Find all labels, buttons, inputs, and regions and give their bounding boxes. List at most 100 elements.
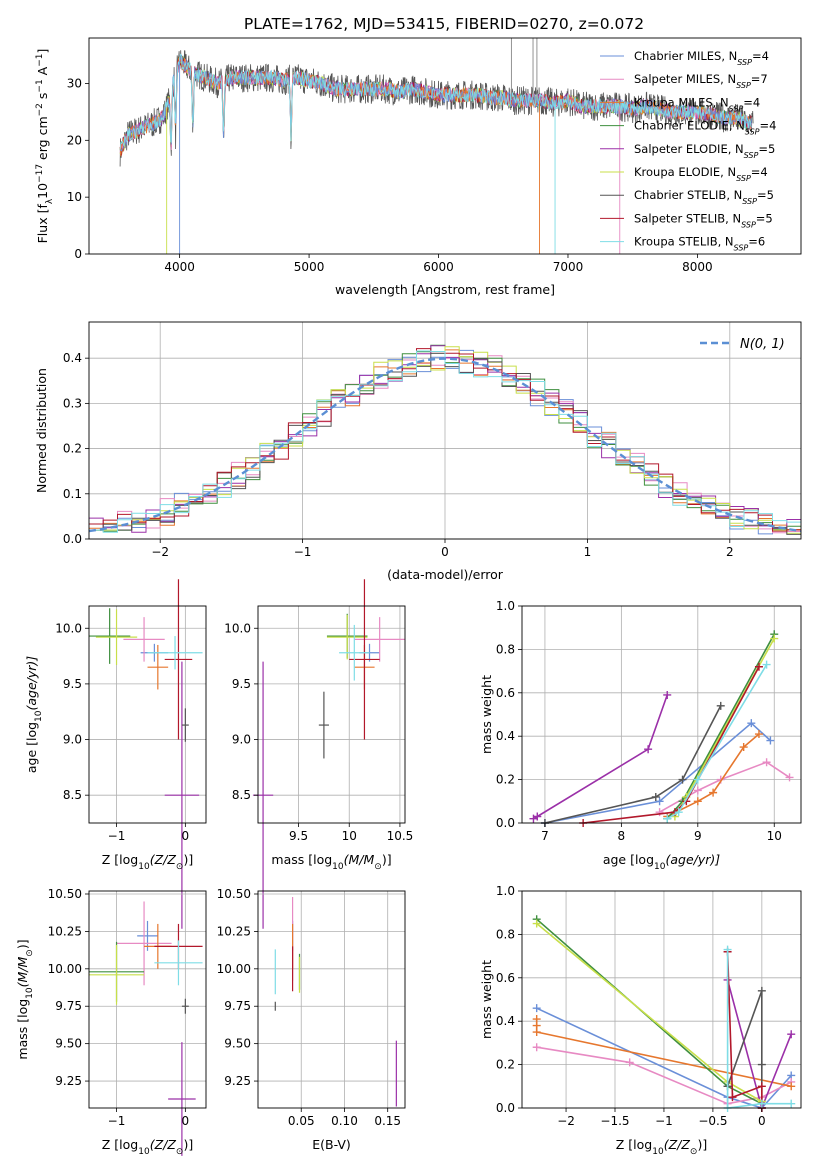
x-axis-label-part: ⊙ — [690, 1147, 698, 1157]
y-tick-label: 0.0 — [63, 532, 82, 546]
legend-label-count: =5 — [758, 142, 775, 156]
y-axis-label: mass [log10(M/M⊙)] — [15, 939, 35, 1059]
y-tick-label: 8.5 — [63, 788, 82, 802]
y-tick-label: 10.0 — [55, 621, 82, 635]
y-tick-label: 30 — [67, 76, 82, 90]
y-axis-label-part: mass [log — [15, 999, 30, 1060]
y-axis-label-part: −2 — [35, 103, 45, 116]
series-marker — [678, 775, 687, 784]
series-marker — [754, 662, 763, 671]
y-tick-label: 1.0 — [496, 599, 515, 613]
legend-label-name: Kroupa MILES, N — [634, 95, 729, 109]
y-axis-label-part: λ — [45, 198, 55, 204]
series-marker — [709, 788, 718, 797]
errorbar-point — [147, 644, 169, 690]
x-tick-label: 10 — [767, 829, 782, 843]
y-axis-label: mass weight — [479, 960, 494, 1039]
y-tick-label: 0.0 — [496, 1101, 515, 1115]
age_vs_Z-panel: −1 08.59.09.510.0Z [log10(Z/Z⊙)]age [log1… — [24, 579, 207, 929]
legend-label-count: =7 — [751, 72, 768, 86]
errorbar-point — [164, 661, 200, 929]
errorbar-point — [147, 636, 203, 670]
x-axis-label-part: 10 — [332, 862, 344, 872]
y-tick-label: 0.4 — [496, 1014, 515, 1028]
legend-label-name: Salpeter MILES, N — [634, 72, 736, 86]
series-marker — [651, 792, 660, 801]
x-tick-label: 0 — [441, 545, 449, 559]
errorbar-point — [123, 617, 165, 662]
series-marker — [693, 775, 702, 784]
legend-label: Kroupa ELODIE, NSSP=4 — [634, 165, 768, 183]
series-marker — [757, 1060, 766, 1069]
y-axis-label: Flux [fλ10−17 erg cm−2 s−1 A−1] — [35, 49, 55, 244]
legend-label: Salpeter STELIB, NSSP=5 — [634, 211, 773, 229]
y-axis-label-part: ⊙ — [25, 949, 35, 957]
series-marker — [532, 1043, 541, 1052]
x-axis-label-part: )] — [382, 852, 392, 867]
y-tick-label: 0.8 — [496, 927, 515, 941]
errorbar-point — [164, 579, 193, 740]
x-axis-label-part: Z [log — [616, 1137, 652, 1152]
y-axis-label-part: 10 — [25, 987, 35, 999]
series-marker — [723, 945, 732, 954]
x-axis-label-part: )] — [183, 1137, 193, 1152]
axes-frame — [88, 890, 207, 1109]
series-marker — [785, 773, 794, 782]
y-tick-label: 0.8 — [496, 642, 515, 656]
residuals-panel: −2 −1 0 1 2 0.0 0.1 0.2 0.3 0.4 (data-model)/error… — [34, 321, 802, 582]
legend-label-sub: SSP — [736, 81, 751, 90]
x-axis-label: Z [log10(Z/Z⊙)] — [102, 852, 193, 872]
series-marker — [754, 730, 763, 739]
x-tick-label: 8000 — [682, 260, 713, 274]
x-tick-label: 9.5 — [289, 829, 308, 843]
series-marker — [693, 786, 702, 795]
massweight_vs_Z-panel: −2 −1.5 −1 −0.5 0 0.0 0.2 0.4 0.6 0.8 1.0 Z [log10(… — [479, 884, 802, 1157]
y-tick-label: 9.50 — [224, 1037, 251, 1051]
x-axis-label: age [log10(age/yr)] — [603, 852, 720, 872]
legend-label: Kroupa MILES, NSSP=4 — [634, 95, 760, 113]
x-axis-label-part: 10 — [138, 1147, 150, 1157]
x-tick-label: −1 — [655, 1114, 673, 1128]
series-marker — [757, 1082, 766, 1091]
x-tick-label: 0 — [182, 1114, 190, 1128]
legend-label-name: Chabrier ELODIE, N — [634, 119, 745, 133]
y-tick-label: 0.1 — [63, 487, 82, 501]
x-axis-label-part: (Z/Z — [150, 1137, 177, 1152]
x-axis-label-part: (age/yr)] — [665, 852, 720, 867]
x-tick-label: 10 — [342, 829, 357, 843]
series-marker — [770, 634, 779, 643]
x-tick-label: 8 — [618, 829, 626, 843]
x-axis-label: mass [log10(M/M⊙)] — [271, 852, 391, 872]
x-tick-label: 9 — [694, 829, 702, 843]
legend-label-name: Salpeter ELODIE, N — [634, 142, 744, 156]
errorbar-point — [168, 1042, 196, 1156]
x-tick-label: 0.10 — [331, 1114, 358, 1128]
series-line — [726, 949, 792, 1109]
y-tick-label: 0.4 — [63, 351, 82, 365]
series-marker — [532, 919, 541, 928]
legend-label: N(0, 1) — [740, 337, 785, 352]
y-tick-label: 9.75 — [224, 999, 251, 1013]
x-tick-label: 7000 — [553, 260, 584, 274]
series-line — [666, 633, 775, 820]
mass_vs_ebv-panel: 0.05 0.10 0.15 9.25 9.50 9.75 10.00 10.25 10.50 E… — [217, 887, 406, 1152]
legend-label-sub: SSP — [729, 104, 744, 113]
y-axis-label-part: (M/M — [15, 957, 30, 988]
x-axis-label-part: mass [log — [271, 852, 332, 867]
x-tick-label: 1 — [584, 545, 592, 559]
y-tick-label: 0.2 — [63, 442, 82, 456]
legend-label-name: Salpeter STELIB, N — [634, 211, 741, 225]
errorbar-point — [318, 691, 329, 759]
y-axis-label-part: )] — [15, 939, 30, 949]
x-tick-label: 7 — [541, 829, 549, 843]
legend-label-name: Kroupa STELIB, N — [634, 235, 734, 249]
series-marker — [747, 719, 756, 728]
legend-label-sub: SSP — [734, 243, 749, 252]
y-axis-label-part: −17 — [35, 164, 45, 183]
y-tick-label: 10.50 — [48, 887, 82, 901]
x-tick-label: 4000 — [164, 260, 195, 274]
figure-title: PLATE=1762, MJD=53415, FIBERID=0270, z=0… — [244, 15, 644, 33]
y-tick-label: 8.5 — [232, 788, 251, 802]
series-marker — [762, 660, 771, 669]
x-axis-label-part: 10 — [138, 862, 150, 872]
